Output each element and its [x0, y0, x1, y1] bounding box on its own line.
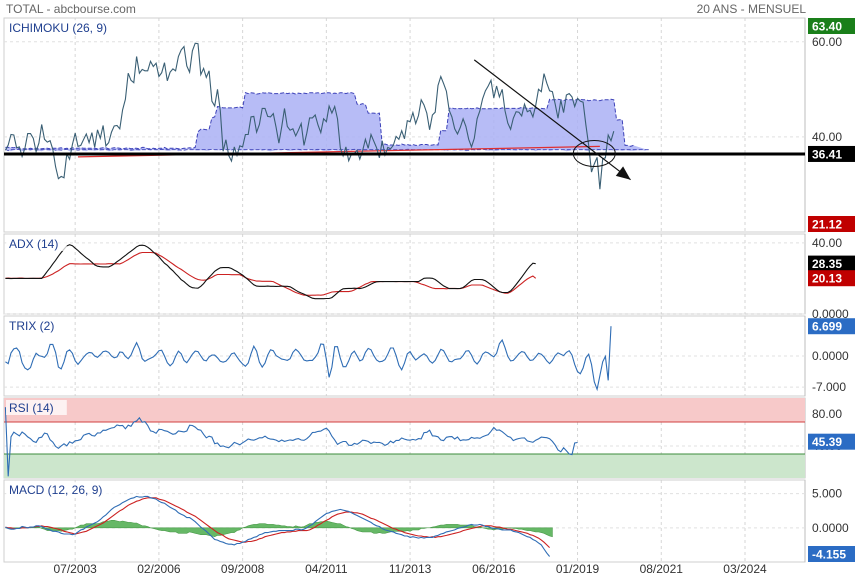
- value-badge: [808, 18, 855, 34]
- panel-title-bg: [6, 20, 120, 35]
- macd-signal-line: [5, 497, 550, 548]
- panel-title-bg: [6, 236, 67, 251]
- panel-title: ICHIMOKU (26, 9): [9, 21, 107, 35]
- value-badge-label: 6.699: [812, 320, 842, 334]
- y-tick-label: 0.0000: [812, 349, 849, 363]
- highlight-ellipse: [572, 140, 616, 168]
- value-badge-label: 28.35: [812, 257, 842, 271]
- panel-title-bg: [6, 318, 67, 333]
- panel-frame: [3, 233, 806, 315]
- header-symbol-source: TOTAL - abcbourse.com: [6, 2, 136, 16]
- x-axis: 07/2003 02/2006 09/2008 04/2011 11/2013 06/20…: [53, 562, 767, 576]
- value-badge: [808, 546, 855, 562]
- panel-macd: 5.000 0.0000 MACD (12, 26, 9) -4.155: [3, 479, 855, 563]
- value-badge: [808, 216, 855, 232]
- y-tick-label: 60.00: [812, 35, 842, 49]
- y-tick-label: 5.000: [812, 487, 842, 501]
- value-badge: [808, 433, 855, 450]
- panel-title: TRIX (2): [9, 319, 54, 333]
- header-period: 20 ANS - MENSUEL: [696, 2, 806, 16]
- resistance-trendline: [473, 59, 631, 181]
- y-tick-label: 0.0000: [812, 307, 849, 321]
- cloud-span-b-line: [5, 148, 651, 152]
- panel-title-bg: [6, 400, 67, 415]
- value-badge-label: 36.41: [812, 147, 842, 161]
- x-tick-label: 04/2011: [305, 562, 348, 576]
- panel-trix: 0.0000 -7.000 TRIX (2) 6.699: [3, 315, 855, 397]
- value-badge-label: 45.39: [812, 435, 842, 449]
- value-badge-label: 20.13: [812, 272, 842, 286]
- value-badge: [808, 255, 855, 272]
- price-line: [4, 42, 615, 190]
- y-tick-label: 40.00: [812, 130, 842, 144]
- x-tick-label: 06/2016: [472, 562, 516, 576]
- value-badge-label: -4.155: [812, 548, 846, 562]
- panel-title-bg: [6, 482, 120, 497]
- value-badge: [808, 270, 855, 287]
- x-tick-label: 07/2003: [53, 562, 97, 576]
- panel-frame: [3, 17, 806, 233]
- panel-frame: [3, 479, 806, 563]
- y-tick-label: 80.00: [812, 407, 842, 421]
- trendline-arrowhead: [615, 166, 631, 180]
- y-tick-label: 0.0000: [812, 521, 849, 535]
- y-tick-label: 40.00: [812, 236, 842, 250]
- macd-line: [5, 495, 551, 557]
- panel-title: RSI (14): [9, 401, 54, 415]
- x-tick-label: 03/2024: [723, 562, 767, 576]
- rsi-oversold-zone: [4, 454, 805, 478]
- rsi-overbought-zone: [4, 398, 805, 422]
- value-badge: [808, 318, 855, 335]
- x-tick-label: 11/2013: [389, 562, 432, 576]
- value-badge-label: 63.40: [812, 20, 842, 34]
- x-tick-label: 09/2008: [221, 562, 265, 576]
- rsi-line: [4, 407, 578, 477]
- x-tick-label: 08/2021: [640, 562, 684, 576]
- panel-ichimoku: 60.00 40.00 ICHIMOKU (26, 9) 63.40 36.41 21.1…: [3, 17, 855, 233]
- x-tick-label: 01/2019: [556, 562, 600, 576]
- trix-line: [5, 326, 612, 392]
- y-tick-label: -7.000: [812, 380, 846, 394]
- panel-title: ADX (14): [9, 237, 58, 251]
- value-badge: [808, 145, 855, 162]
- value-badge-label: 21.12: [812, 218, 842, 232]
- macd-histogram: [5, 520, 553, 538]
- x-tick-label: 02/2006: [137, 562, 181, 576]
- adx-line: [5, 244, 536, 300]
- panel-title: MACD (12, 26, 9): [9, 483, 102, 497]
